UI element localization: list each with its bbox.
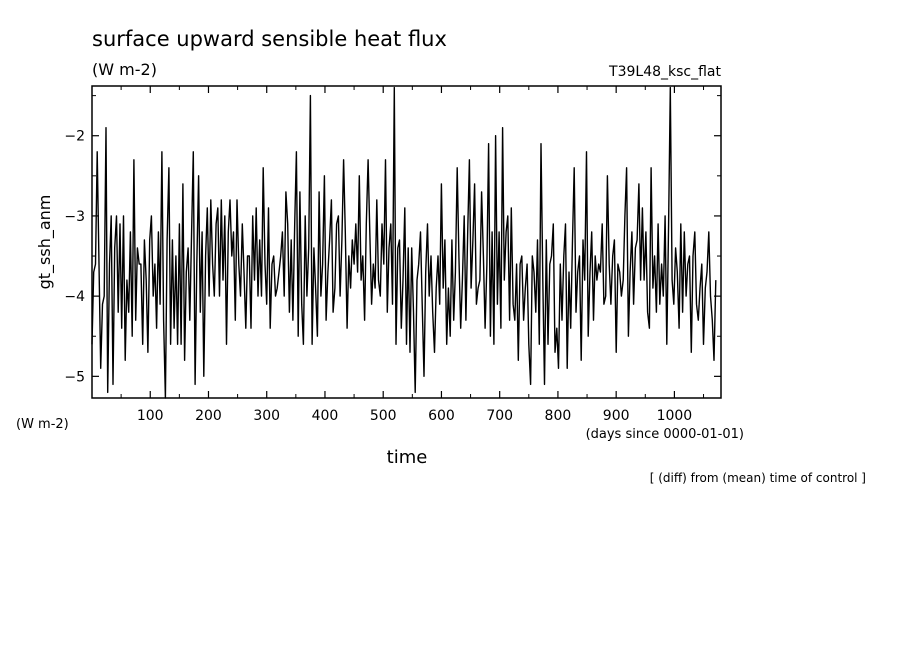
series-line — [91, 86, 717, 399]
x-tick-label: 600 — [428, 408, 455, 424]
x-tick-label: 700 — [486, 408, 513, 424]
y-tick-label: −4 — [64, 289, 85, 305]
y-tick-label: −5 — [64, 369, 85, 385]
x-tick-label: 1000 — [657, 408, 693, 424]
x-tick-label: 800 — [545, 408, 572, 424]
units-label: (W m-2) — [92, 60, 157, 79]
x-tick-label: 400 — [312, 408, 339, 424]
y-tick-label: −3 — [64, 209, 85, 225]
y-tick-label: −2 — [64, 129, 85, 145]
x-tick-label: 100 — [137, 408, 164, 424]
diff-note: [ (diff) from (mean) time of control ] — [650, 471, 866, 485]
y-ticks: −2 −3 −4 −5 — [64, 95, 721, 385]
x-tick-label: 300 — [253, 408, 280, 424]
chart-title: surface upward sensible heat flux — [92, 27, 447, 51]
x-tick-label: 200 — [195, 408, 222, 424]
y-axis-label: gt_ssh_anm — [35, 195, 55, 290]
plot-frame — [91, 85, 722, 399]
y-units-label: (W m-2) — [16, 417, 69, 432]
x-tick-label: 500 — [370, 408, 397, 424]
x-axis-label: time — [387, 447, 428, 468]
x-tick-label: 900 — [603, 408, 630, 424]
experiment-label: T39L48_ksc_flat — [608, 64, 721, 80]
x-ticks: 100 200 300 400 500 600 700 800 900 1000 — [120, 86, 705, 424]
x-units-label: (days since 0000-01-01) — [586, 427, 744, 442]
